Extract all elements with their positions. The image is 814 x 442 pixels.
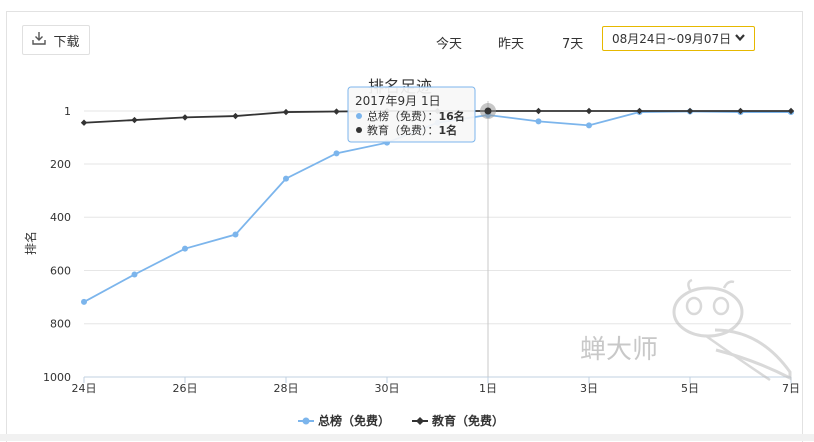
data-point xyxy=(585,107,593,115)
tooltip-marker xyxy=(356,127,362,133)
range-7days-button[interactable]: 7天 xyxy=(562,37,584,52)
x-tick-label: 24日 xyxy=(72,382,97,395)
data-point xyxy=(535,107,542,115)
data-point xyxy=(181,114,189,121)
y-tick-label: 800 xyxy=(50,318,71,331)
data-point xyxy=(737,107,744,115)
data-point xyxy=(535,118,542,125)
chart-card xyxy=(6,11,803,442)
date-range-select[interactable]: 08月24日~09月07日 xyxy=(602,26,755,51)
legend-item-0[interactable]: 总榜（免费） xyxy=(298,413,390,428)
download-icon xyxy=(32,31,47,49)
watermark-text: 蝉大师 xyxy=(580,335,658,365)
x-tick-label: 7日 xyxy=(782,382,800,395)
x-tick-label: 3日 xyxy=(580,382,598,395)
data-point xyxy=(282,108,290,116)
page-bottom-strip xyxy=(0,434,814,441)
date-range-value: 08月24日~09月07日 xyxy=(612,32,732,46)
grid-lines xyxy=(84,110,791,325)
y-tick-label: 400 xyxy=(50,211,71,224)
chevron-down-icon xyxy=(734,31,746,48)
download-button[interactable]: 下载 xyxy=(22,25,90,55)
y-axis-label: 排名 xyxy=(23,231,38,255)
y-axis-ticks: 1 200 400 600 800 1000 xyxy=(43,105,71,384)
x-tick-label: 30日 xyxy=(375,382,400,395)
x-tick-label: 28日 xyxy=(274,382,299,395)
data-point xyxy=(586,122,592,129)
legend-marker xyxy=(302,417,310,425)
data-point xyxy=(787,107,795,115)
y-tick-label: 1 xyxy=(64,105,71,118)
tooltip-box xyxy=(347,86,476,143)
data-point xyxy=(81,298,87,305)
tooltip-series-1: 教育（免费）：1名 xyxy=(367,123,457,137)
data-point xyxy=(232,231,239,238)
y-tick-label: 1000 xyxy=(43,371,71,384)
data-point xyxy=(232,112,239,120)
cicada-watermark-logo xyxy=(672,278,792,382)
y-tick-label: 200 xyxy=(50,158,71,171)
data-point xyxy=(283,175,289,182)
hover-point xyxy=(484,107,492,115)
legend-label: 教育（免费） xyxy=(431,413,504,428)
tooltip-date: 2017年9月 1日 xyxy=(355,94,441,108)
x-tick-label: 5日 xyxy=(681,382,699,395)
legend-item-1[interactable]: 教育（免费） xyxy=(412,413,504,428)
tooltip-marker xyxy=(356,113,362,119)
data-point xyxy=(80,119,88,126)
legend-label: 总榜（免费） xyxy=(318,413,390,428)
tooltip-value: 16名 xyxy=(439,109,465,123)
range-yesterday-button[interactable]: 昨天 xyxy=(498,37,525,52)
y-tick-label: 600 xyxy=(50,264,71,277)
download-label: 下载 xyxy=(53,34,80,50)
data-point xyxy=(182,245,188,252)
tooltip-value: 1名 xyxy=(439,123,458,137)
chart-legend[interactable]: 总榜（免费） 教育（免费） xyxy=(298,413,504,428)
data-point xyxy=(131,271,138,278)
x-tick-label: 1日 xyxy=(479,382,497,395)
x-tick-label: 26日 xyxy=(173,382,198,395)
data-point xyxy=(131,116,138,124)
data-point xyxy=(636,107,643,115)
data-point xyxy=(333,150,340,157)
data-point xyxy=(333,108,340,115)
data-point xyxy=(686,107,694,115)
range-today-button[interactable]: 今天 xyxy=(436,37,463,52)
x-axis-ticks: 24日 26日 28日 30日 1日 3日 5日 7日 xyxy=(72,377,800,395)
tooltip-series-0: 总榜（免费）：16名 xyxy=(367,109,465,123)
legend-marker xyxy=(416,417,424,425)
